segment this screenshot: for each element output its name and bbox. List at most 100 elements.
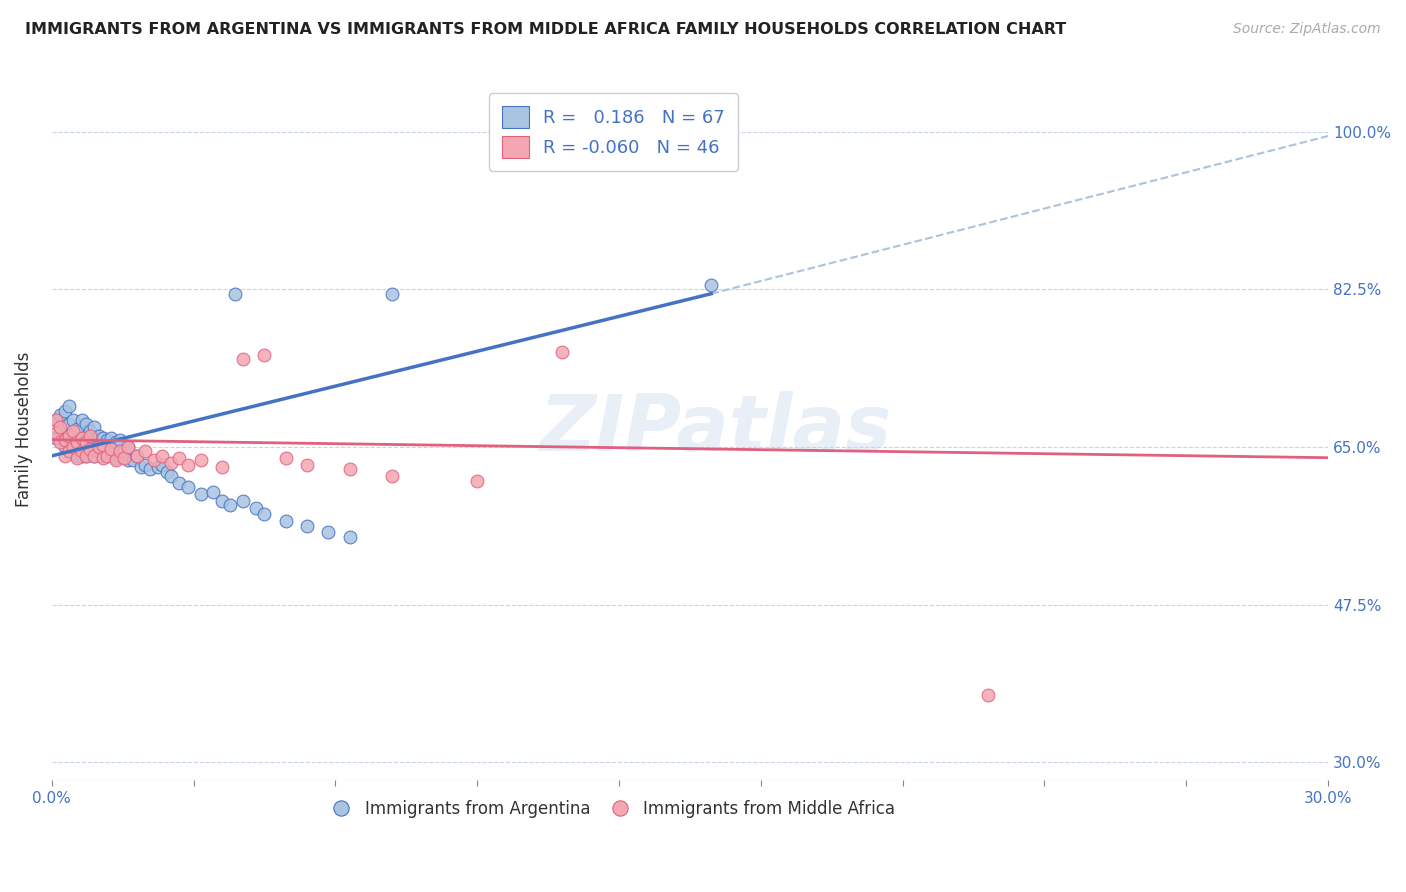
Point — [108, 444, 131, 458]
Point — [49, 435, 72, 450]
Point — [70, 431, 93, 445]
Point — [79, 429, 101, 443]
Point — [91, 450, 114, 465]
Point — [121, 453, 143, 467]
Point — [134, 444, 156, 458]
Point — [58, 400, 80, 414]
Point — [112, 444, 135, 458]
Legend: Immigrants from Argentina, Immigrants from Middle Africa: Immigrants from Argentina, Immigrants fr… — [325, 793, 903, 825]
Point — [70, 449, 93, 463]
Text: ZIPatlas: ZIPatlas — [540, 391, 891, 467]
Point — [83, 433, 105, 447]
Point — [125, 449, 148, 463]
Point — [156, 465, 179, 479]
Point — [160, 456, 183, 470]
Point — [129, 459, 152, 474]
Point — [295, 519, 318, 533]
Point — [202, 485, 225, 500]
Point — [125, 449, 148, 463]
Point — [62, 440, 84, 454]
Point — [211, 494, 233, 508]
Point — [316, 525, 339, 540]
Point — [66, 435, 89, 450]
Point — [219, 499, 242, 513]
Point — [190, 453, 212, 467]
Point — [45, 413, 67, 427]
Point — [96, 449, 118, 463]
Point — [79, 442, 101, 456]
Point — [58, 431, 80, 445]
Point — [211, 459, 233, 474]
Point — [45, 431, 67, 445]
Point — [75, 435, 97, 450]
Point — [381, 468, 404, 483]
Point — [190, 487, 212, 501]
Point — [53, 431, 76, 445]
Point — [100, 442, 122, 456]
Point — [91, 438, 114, 452]
Point — [339, 462, 361, 476]
Point — [169, 475, 191, 490]
Point — [83, 449, 105, 463]
Text: IMMIGRANTS FROM ARGENTINA VS IMMIGRANTS FROM MIDDLE AFRICA FAMILY HOUSEHOLDS COR: IMMIGRANTS FROM ARGENTINA VS IMMIGRANTS … — [25, 22, 1067, 37]
Point — [108, 433, 131, 447]
Point — [53, 449, 76, 463]
Point — [169, 450, 191, 465]
Point — [146, 459, 169, 474]
Point — [70, 413, 93, 427]
Point — [79, 440, 101, 454]
Point — [108, 449, 131, 463]
Point — [117, 453, 139, 467]
Point — [224, 286, 246, 301]
Point — [62, 440, 84, 454]
Point — [100, 431, 122, 445]
Point — [245, 501, 267, 516]
Point — [142, 453, 165, 467]
Point — [100, 447, 122, 461]
Point — [75, 449, 97, 463]
Point — [91, 449, 114, 463]
Point — [138, 462, 160, 476]
Point — [91, 431, 114, 445]
Point — [62, 424, 84, 438]
Point — [381, 286, 404, 301]
Point — [977, 688, 1000, 702]
Point — [117, 440, 139, 454]
Point — [70, 431, 93, 445]
Point — [66, 422, 89, 436]
Point — [62, 413, 84, 427]
Point — [551, 345, 574, 359]
Point — [45, 426, 67, 441]
Point — [66, 450, 89, 465]
Point — [177, 480, 200, 494]
Point — [87, 440, 110, 454]
Point — [104, 453, 127, 467]
Point — [70, 444, 93, 458]
Point — [79, 424, 101, 438]
Point — [274, 514, 297, 528]
Point — [87, 429, 110, 443]
Point — [58, 444, 80, 458]
Point — [177, 458, 200, 472]
Point — [232, 351, 254, 366]
Point — [96, 433, 118, 447]
Point — [58, 429, 80, 443]
Point — [75, 433, 97, 447]
Point — [339, 530, 361, 544]
Point — [295, 458, 318, 472]
Point — [134, 458, 156, 472]
Point — [96, 449, 118, 463]
Point — [160, 468, 183, 483]
Point — [104, 435, 127, 450]
Y-axis label: Family Households: Family Households — [15, 351, 32, 507]
Point — [45, 413, 67, 427]
Point — [87, 444, 110, 458]
Point — [117, 440, 139, 454]
Point — [465, 474, 488, 488]
Point — [75, 449, 97, 463]
Point — [253, 348, 276, 362]
Point — [253, 508, 276, 522]
Point — [83, 420, 105, 434]
Point — [232, 494, 254, 508]
Point — [62, 426, 84, 441]
